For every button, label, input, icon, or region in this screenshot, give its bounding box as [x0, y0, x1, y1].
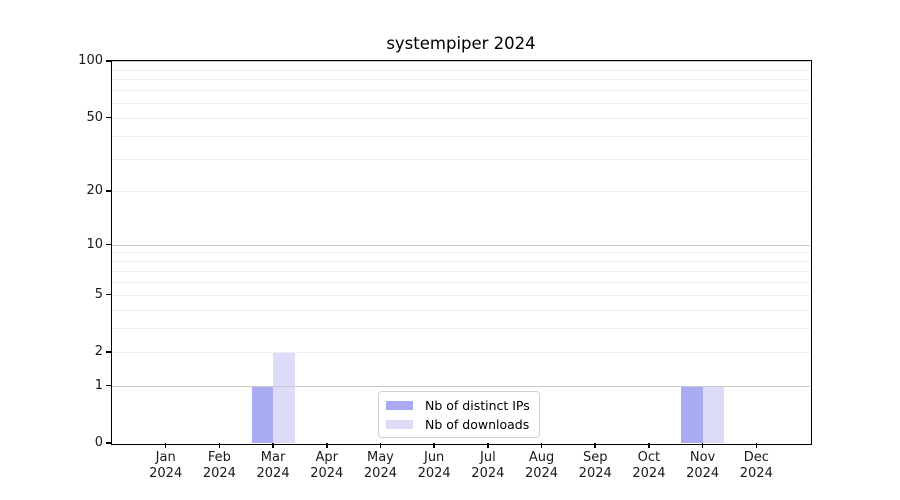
x-tick-label-mar: Mar 2024: [231, 450, 315, 481]
x-tick-year: 2024: [417, 465, 451, 481]
y-tick-label: 0: [94, 435, 103, 450]
y-tick: [106, 116, 112, 119]
legend-item-nb-of-downloads: Nb of downloads: [386, 416, 530, 432]
y-tick: [106, 442, 112, 444]
x-tick: [164, 443, 167, 448]
y-gridline-minor: [112, 69, 810, 71]
x-tick-label-sep: Sep 2024: [553, 450, 637, 481]
y-tick-label: 10: [86, 236, 103, 252]
y-gridline-major: [112, 244, 810, 246]
y-gridline-minor: [112, 191, 810, 192]
x-tick-month: Jun: [423, 450, 445, 465]
legend-label: Nb of downloads: [425, 416, 530, 432]
y-tick: [106, 60, 112, 62]
x-tick-label-oct: Oct 2024: [607, 450, 691, 481]
x-tick-year: 2024: [686, 465, 720, 481]
y-tick: [106, 190, 112, 192]
x-tick: [594, 443, 596, 448]
y-tick-label: 2: [94, 344, 103, 360]
x-tick: [433, 443, 435, 448]
x-tick-label-jul: Jul 2024: [446, 450, 530, 481]
x-tick-label-dec: Dec 2024: [714, 450, 798, 481]
x-tick: [487, 443, 489, 448]
y-gridline-minor: [112, 270, 810, 272]
chart-title: systempiper 2024: [386, 34, 536, 53]
plot-area: [110, 59, 812, 445]
x-tick-label-nov: Nov 2024: [661, 450, 745, 481]
y-gridline-minor: [112, 294, 810, 296]
y-gridline-minor: [112, 90, 810, 92]
x-tick-label-jun: Jun 2024: [392, 450, 476, 481]
x-tick-label-aug: Aug 2024: [500, 450, 584, 481]
y-gridline-minor: [112, 328, 810, 330]
x-tick-month: Jul: [480, 450, 496, 465]
y-gridline-major: [112, 385, 810, 387]
bar-nb-of-distinct-ips-mar: [251, 385, 274, 443]
y-tick: [106, 243, 112, 246]
x-tick: [540, 443, 543, 448]
x-tick-year: 2024: [471, 465, 505, 481]
y-gridline-minor: [112, 158, 810, 160]
y-tick: [106, 384, 112, 387]
y-tick: [106, 351, 112, 353]
legend-item-nb-of-distinct-ips: Nb of distinct IPs: [386, 397, 530, 413]
x-tick-year: 2024: [739, 465, 773, 481]
y-tick-label: 5: [94, 286, 103, 302]
x-tick-year: 2024: [578, 465, 612, 481]
x-tick-month: Mar: [260, 450, 286, 465]
x-tick-label-feb: Feb 2024: [177, 450, 261, 481]
y-gridline-minor: [112, 281, 810, 283]
x-tick: [379, 443, 382, 448]
legend-swatch: [386, 419, 413, 429]
y-gridline-minor: [112, 117, 810, 119]
y-tick-label: 100: [78, 53, 103, 68]
x-tick-month: Aug: [528, 450, 555, 465]
x-tick-year: 2024: [256, 465, 290, 481]
y-gridline-minor: [112, 102, 810, 104]
x-tick-year: 2024: [524, 465, 559, 481]
y-gridline-minor: [112, 135, 810, 137]
y-tick-label: 20: [86, 183, 103, 198]
y-tick: [106, 293, 112, 296]
x-tick-year: 2024: [202, 465, 236, 481]
x-tick-label-jan: Jan 2024: [124, 450, 208, 481]
x-tick-year: 2024: [310, 465, 344, 481]
x-tick: [272, 443, 274, 448]
x-tick: [218, 443, 221, 448]
x-tick-month: Dec: [743, 450, 769, 465]
x-tick: [701, 443, 704, 448]
y-gridline-major: [112, 61, 810, 62]
bar-nb-of-distinct-ips-nov: [681, 385, 703, 443]
x-tick-month: Apr: [315, 450, 339, 465]
legend-swatch: [386, 400, 413, 410]
x-tick-month: May: [367, 450, 394, 465]
y-tick-label: 1: [94, 377, 103, 393]
x-tick: [648, 443, 650, 448]
x-tick-year: 2024: [149, 465, 183, 481]
y-gridline-minor: [112, 79, 810, 81]
x-tick-year: 2024: [363, 465, 397, 481]
y-tick-label: 50: [86, 109, 103, 125]
x-tick-label-may: May 2024: [338, 450, 422, 481]
x-tick: [755, 443, 758, 448]
x-tick: [326, 443, 328, 448]
legend-label: Nb of distinct IPs: [425, 397, 530, 413]
bar-nb-of-downloads-nov: [702, 385, 725, 443]
legend: Nb of distinct IPs Nb of downloads: [378, 391, 540, 438]
bar-nb-of-downloads-mar: [273, 352, 295, 443]
x-tick-month: Sep: [582, 450, 608, 465]
y-gridline-minor: [112, 261, 810, 263]
x-tick-month: Feb: [207, 450, 231, 465]
x-tick-year: 2024: [632, 465, 666, 481]
x-tick-month: Nov: [689, 450, 716, 465]
y-gridline-minor: [112, 309, 810, 311]
x-tick-month: Oct: [637, 450, 661, 465]
x-tick-label-apr: Apr 2024: [285, 450, 369, 481]
y-gridline-minor: [112, 252, 810, 254]
y-gridline-minor: [112, 352, 810, 354]
x-tick-month: Jan: [155, 450, 176, 465]
